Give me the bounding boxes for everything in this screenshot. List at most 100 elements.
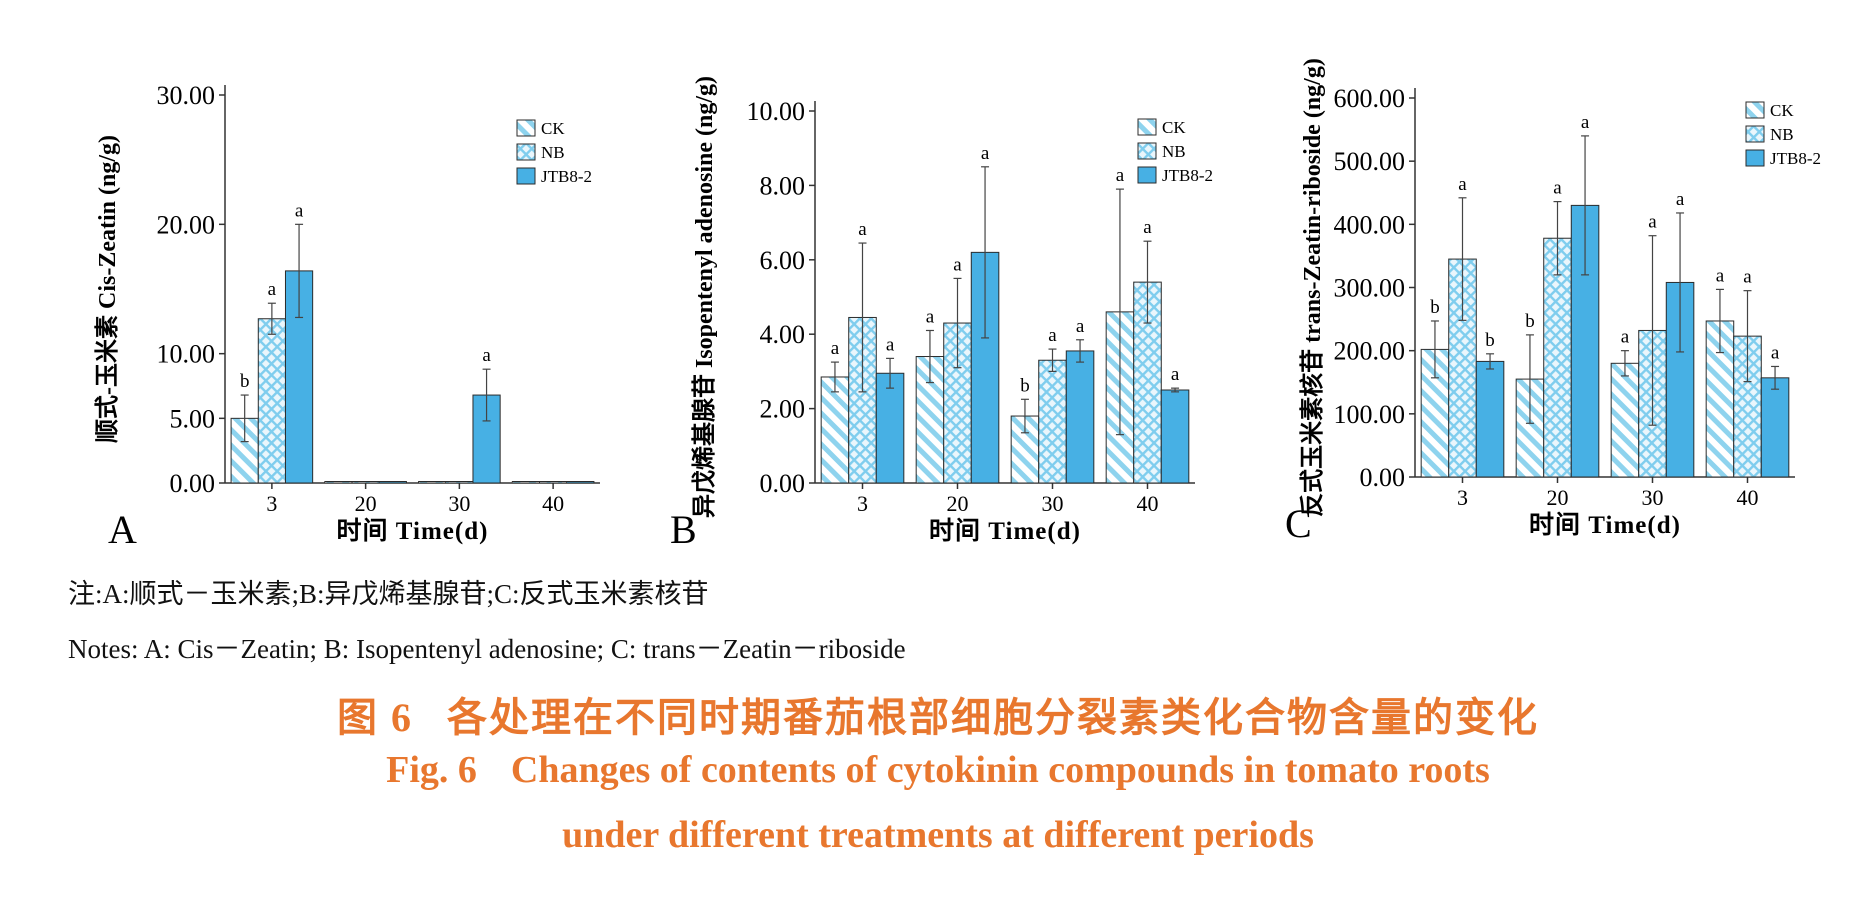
significance-letter: a bbox=[1716, 265, 1725, 286]
bar bbox=[1160, 389, 1190, 484]
significance-letter: a bbox=[1581, 112, 1590, 133]
figure-number-chinese: 图 6 bbox=[337, 695, 413, 740]
legend-label: NB bbox=[1770, 125, 1794, 144]
y-tick-label: 0.00 bbox=[1360, 463, 1406, 492]
significance-letter: a bbox=[1143, 217, 1152, 238]
legend-label: CK bbox=[1770, 101, 1794, 120]
legend-swatch bbox=[1745, 125, 1765, 143]
significance-letter: a bbox=[981, 143, 990, 164]
legend-swatch bbox=[1745, 149, 1765, 167]
figure-title-english-line1: Changes of contents of cytokinin compoun… bbox=[510, 749, 1490, 791]
significance-letter: a bbox=[1076, 316, 1085, 337]
x-tick-label: 20 bbox=[1547, 485, 1569, 510]
significance-letter: b bbox=[240, 371, 250, 392]
y-tick-label: 30.00 bbox=[157, 81, 216, 110]
y-tick-label: 20.00 bbox=[157, 210, 216, 239]
y-tick-label: 600.00 bbox=[1334, 84, 1406, 113]
x-axis-title: 时间 Time(d) bbox=[337, 517, 489, 545]
panel-letter: C bbox=[1285, 501, 1312, 546]
legend-label: JTB8-2 bbox=[1770, 149, 1821, 168]
significance-letter: b bbox=[1020, 375, 1030, 396]
x-tick-label: 3 bbox=[266, 491, 277, 516]
y-tick-label: 200.00 bbox=[1334, 337, 1406, 366]
significance-letter: a bbox=[482, 345, 491, 366]
x-tick-label: 3 bbox=[857, 491, 868, 516]
bar bbox=[511, 481, 541, 484]
y-tick-label: 2.00 bbox=[760, 395, 806, 424]
significance-letter: a bbox=[831, 338, 840, 359]
x-axis-title: 时间 Time(d) bbox=[1529, 511, 1681, 539]
bar bbox=[539, 481, 568, 484]
y-tick-label: 300.00 bbox=[1334, 274, 1406, 303]
significance-letter: a bbox=[1648, 212, 1657, 233]
significance-letter: b bbox=[1525, 311, 1535, 332]
significance-letter: a bbox=[1553, 178, 1562, 199]
significance-letter: a bbox=[1171, 364, 1180, 385]
x-tick-label: 3 bbox=[1457, 485, 1468, 510]
y-tick-label: 10.00 bbox=[157, 340, 216, 369]
y-tick-label: 5.00 bbox=[170, 404, 216, 433]
significance-letter: a bbox=[1621, 327, 1630, 348]
legend-label: CK bbox=[541, 119, 565, 138]
bar bbox=[257, 318, 286, 484]
bar bbox=[418, 481, 447, 484]
y-axis-title: 异戊烯基腺苷 Isopentenyl adenosine (ng/g) bbox=[690, 76, 718, 518]
legend-swatch bbox=[516, 167, 536, 185]
figure-number-english: Fig. 6 bbox=[386, 749, 477, 791]
significance-letter: a bbox=[1743, 267, 1752, 288]
significance-letter: a bbox=[926, 306, 935, 327]
bar bbox=[1760, 377, 1790, 478]
significance-letter: a bbox=[1771, 342, 1780, 363]
significance-letter: b bbox=[1430, 297, 1440, 318]
y-tick-label: 10.00 bbox=[747, 97, 806, 126]
bar bbox=[875, 372, 905, 484]
x-axis-title: 时间 Time(d) bbox=[929, 517, 1081, 545]
bar bbox=[1475, 360, 1505, 478]
bar bbox=[1543, 237, 1572, 478]
legend-label: JTB8-2 bbox=[1162, 166, 1213, 185]
bar bbox=[1610, 362, 1640, 478]
significance-letter: a bbox=[886, 334, 895, 355]
y-tick-label: 100.00 bbox=[1334, 400, 1406, 429]
legend-swatch bbox=[1137, 166, 1157, 184]
significance-letter: a bbox=[858, 219, 867, 240]
bar bbox=[324, 481, 353, 484]
x-tick-label: 20 bbox=[947, 491, 969, 516]
x-tick-label: 30 bbox=[1642, 485, 1664, 510]
notes-chinese: 注:A:顺式－玉米素;B:异戊烯基腺苷;C:反式玉米素核苷 bbox=[68, 579, 709, 609]
bar bbox=[445, 481, 474, 484]
significance-letter: b bbox=[1485, 330, 1495, 351]
notes-english: Notes: A: Cis－Zeatin; B: Isopentenyl ade… bbox=[68, 634, 906, 664]
y-tick-label: 6.00 bbox=[760, 246, 806, 275]
figure-caption-chinese: 图 6 各处理在不同时期番茄根部细胞分裂素类化合物含量的变化 bbox=[0, 685, 1876, 743]
y-tick-label: 500.00 bbox=[1334, 147, 1406, 176]
bar bbox=[351, 481, 380, 484]
significance-letter: a bbox=[1458, 174, 1467, 195]
significance-letter: a bbox=[1048, 325, 1057, 346]
y-tick-label: 8.00 bbox=[760, 171, 806, 200]
significance-letter: a bbox=[953, 254, 962, 275]
bar bbox=[1065, 350, 1095, 484]
significance-letter: a bbox=[295, 200, 304, 221]
panel-a-chart: 0.00 5.00 10.00 20.00 30.00 3 b a a 20 30 a 40 时间 Tim… bbox=[94, 81, 600, 552]
panel-c-chart: 0.00 100.00 200.00 300.00 400.00 500.00 600.00… bbox=[1285, 58, 1821, 546]
legend-swatch bbox=[516, 143, 536, 161]
legend-swatch bbox=[1745, 101, 1765, 119]
legend-label: NB bbox=[541, 143, 565, 162]
figure-caption-english-line1: Fig. 6 Changes of contents of cytokinin c… bbox=[0, 748, 1876, 792]
x-tick-label: 20 bbox=[355, 491, 377, 516]
significance-letter: a bbox=[268, 279, 277, 300]
figure-caption-english-line2: under different treatments at different … bbox=[562, 814, 1314, 856]
significance-letter: a bbox=[1676, 189, 1685, 210]
x-tick-label: 40 bbox=[542, 491, 564, 516]
bar bbox=[378, 481, 407, 484]
legend-swatch bbox=[1137, 118, 1157, 136]
bar bbox=[820, 376, 850, 484]
legend-swatch bbox=[516, 119, 536, 137]
x-tick-label: 40 bbox=[1137, 491, 1159, 516]
legend-label: NB bbox=[1162, 142, 1186, 161]
legend-label: CK bbox=[1162, 118, 1186, 137]
y-tick-label: 0.00 bbox=[170, 469, 216, 498]
x-tick-label: 30 bbox=[448, 491, 470, 516]
y-axis-title: 顺式-玉米素 Cis-Zeatin (ng/g) bbox=[94, 135, 121, 443]
